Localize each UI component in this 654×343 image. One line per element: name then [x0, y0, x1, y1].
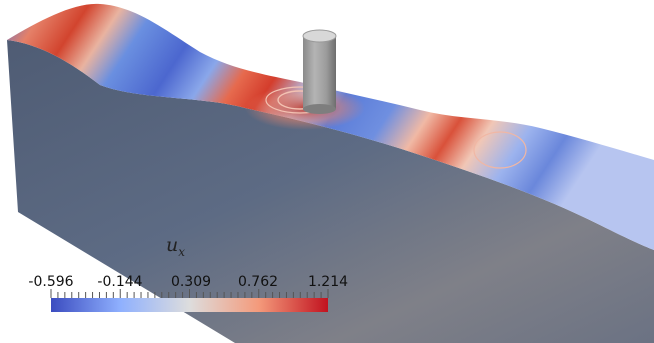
colorbar-title: ux — [166, 234, 186, 259]
colorbar-tick-label: 0.762 — [237, 274, 279, 290]
colorbar-tick-label: 0.309 — [170, 274, 212, 290]
colorbar — [51, 298, 328, 312]
cylinder-base — [303, 104, 336, 114]
colorbar-tick-label: 1.214 — [307, 274, 349, 290]
cylinder-top — [302, 29, 337, 43]
wake-ring-3 — [473, 131, 527, 169]
colorbar-tick-label: -0.144 — [97, 274, 143, 290]
colorbar-tick-marks — [50, 289, 329, 298]
colorbar-tick-label: -0.596 — [28, 274, 74, 290]
cylinder-body — [303, 36, 336, 109]
block-side-face — [7, 40, 654, 343]
